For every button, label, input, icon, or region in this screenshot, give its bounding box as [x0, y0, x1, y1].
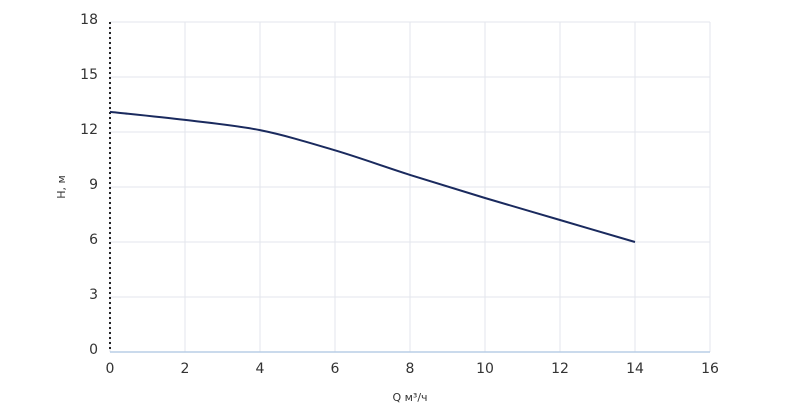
- y-axis-label: H, м: [55, 175, 68, 199]
- x-tick-label: 16: [701, 361, 719, 377]
- y-tick-label: 9: [89, 177, 98, 193]
- y-tick-label: 12: [80, 122, 98, 138]
- y-tick-label: 3: [89, 287, 98, 303]
- x-tick-label: 2: [181, 361, 190, 377]
- x-tick-label: 12: [551, 361, 569, 377]
- y-tick-label: 18: [80, 12, 98, 28]
- x-axis-label: Q м³/ч: [392, 391, 427, 404]
- y-tick-label: 6: [89, 232, 98, 248]
- line: [109, 110, 636, 243]
- y-tick-label: 0: [89, 342, 98, 358]
- y-tick-label: 15: [80, 67, 98, 83]
- x-tick-label: 10: [476, 361, 494, 377]
- x-tick-label: 6: [331, 361, 340, 377]
- x-tick-label: 0: [106, 361, 115, 377]
- x-tick-label: 8: [406, 361, 415, 377]
- x-tick-label: 4: [256, 361, 265, 377]
- x-tick-label: 14: [626, 361, 644, 377]
